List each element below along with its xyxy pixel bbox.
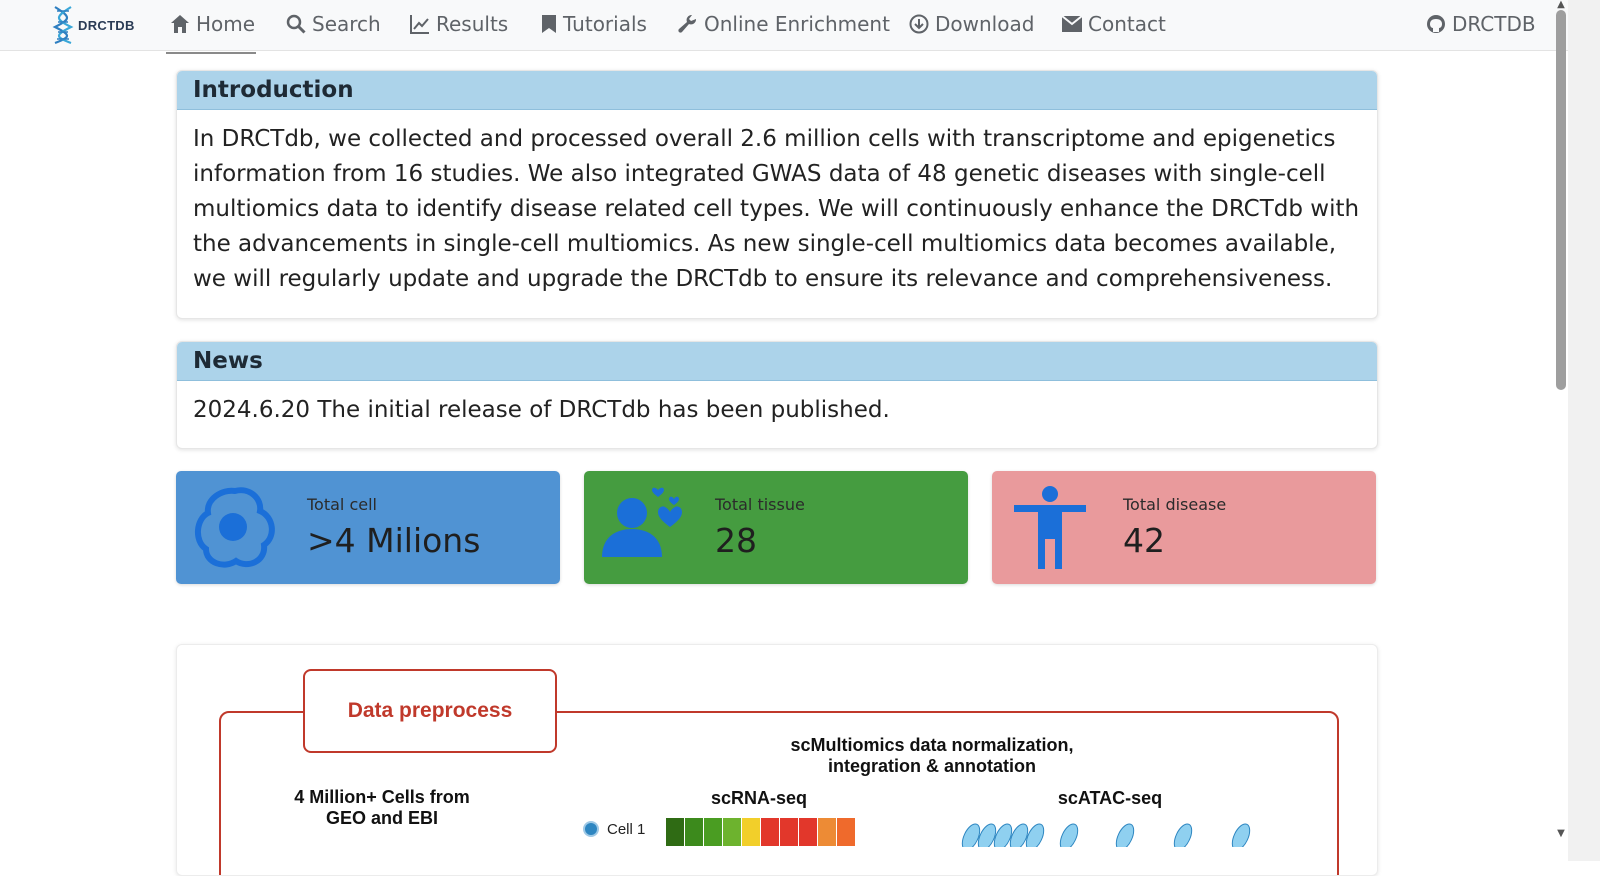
logo[interactable]: DRCTDB xyxy=(52,4,135,46)
heatmap-cell xyxy=(761,818,779,846)
scroll-up-arrow[interactable]: ▲ xyxy=(1557,0,1565,10)
stat-total-tissue: Total tissue 28 xyxy=(584,471,968,584)
people-heart-icon xyxy=(602,487,682,557)
stat-total-disease-value: 42 xyxy=(1123,521,1165,560)
stat-total-cell: Total cell >4 Milions xyxy=(176,471,560,584)
github-icon xyxy=(1427,15,1445,33)
nav-home[interactable]: Home xyxy=(170,0,255,48)
stat-total-cell-value: >4 Milions xyxy=(307,521,481,560)
heatmap-cell xyxy=(818,818,836,846)
heatmap-cell xyxy=(723,818,741,846)
nav-github-label: DRCTDB xyxy=(1452,12,1536,36)
nav-github[interactable]: DRCTDB xyxy=(1426,0,1536,48)
heatmap-cell xyxy=(799,818,817,846)
logo-text: DRCTDB xyxy=(78,17,135,33)
stat-total-disease-label: Total disease xyxy=(1123,495,1227,514)
navbar: DRCTDB Home Search Results Tutorials Onl… xyxy=(0,0,1568,51)
nav-search[interactable]: Search xyxy=(286,0,381,48)
nav-download-label: Download xyxy=(935,12,1035,36)
news-title: News xyxy=(177,342,1377,381)
scrollbar-thumb[interactable] xyxy=(1556,10,1566,390)
atac-peaks-icon xyxy=(961,823,1251,847)
chart-line-icon xyxy=(410,15,429,34)
normalization-text-line1: scMultiomics data normalization, xyxy=(790,735,1074,755)
heatmap-cell xyxy=(742,818,760,846)
source-text: 4 Million+ Cells from GEO and EBI xyxy=(282,787,482,829)
nav-contact-label: Contact xyxy=(1088,12,1166,36)
scrollbar-track[interactable] xyxy=(1568,0,1600,861)
heatmap-cell xyxy=(666,818,684,846)
atac-seq-label: scATAC-seq xyxy=(1057,788,1163,808)
nav-results-label: Results xyxy=(436,12,509,36)
envelope-icon xyxy=(1062,16,1082,32)
nav-results[interactable]: Results xyxy=(410,0,508,48)
dna-logo-icon xyxy=(52,6,74,45)
stat-total-tissue-value: 28 xyxy=(715,521,757,560)
search-icon xyxy=(286,14,306,34)
source-text-line1: 4 Million+ Cells from xyxy=(294,787,470,807)
nav-online-enrichment[interactable]: Online Enrichment xyxy=(678,0,890,48)
nav-search-label: Search xyxy=(312,12,381,36)
diagram-title: Data preprocess xyxy=(303,669,557,753)
heatmap-cell xyxy=(685,818,703,846)
active-nav-indicator xyxy=(166,52,256,54)
stat-total-cell-label: Total cell xyxy=(307,495,377,514)
source-text-line2: GEO and EBI xyxy=(325,808,439,828)
pipeline-diagram: Data preprocess 4 Million+ Cells from GE… xyxy=(176,644,1378,876)
news-text: 2024.6.20 The initial release of DRCTdb … xyxy=(193,397,890,423)
news-card: News 2024.6.20 The initial release of DR… xyxy=(176,341,1378,449)
normalization-text: scMultiomics data normalization, integra… xyxy=(772,735,1092,777)
diagram-frame xyxy=(219,711,1339,875)
introduction-text: In DRCTdb, we collected and processed ov… xyxy=(193,126,1360,292)
introduction-title: Introduction xyxy=(177,71,1377,110)
wrench-icon xyxy=(678,14,697,33)
heatmap-cell xyxy=(837,818,855,846)
cell-marker-icon xyxy=(585,823,597,835)
rna-seq-label: scRNA-seq xyxy=(710,788,808,808)
heatmap-cell xyxy=(704,818,722,846)
person-icon xyxy=(1014,486,1086,569)
stat-total-tissue-label: Total tissue xyxy=(715,495,805,514)
bookmark-icon xyxy=(542,15,556,33)
nav-home-label: Home xyxy=(196,12,256,36)
stat-total-disease: Total disease 42 xyxy=(992,471,1376,584)
nav-tutorials[interactable]: Tutorials xyxy=(541,0,647,48)
cell-label: Cell 1 xyxy=(607,821,646,838)
home-icon xyxy=(171,15,189,33)
download-icon xyxy=(909,14,929,34)
cell-icon xyxy=(195,487,275,568)
introduction-card: Introduction In DRCTdb, we collected and… xyxy=(176,70,1378,319)
nav-download[interactable]: Download xyxy=(909,0,1034,48)
normalization-text-line2: integration & annotation xyxy=(828,756,1036,776)
nav-tutorials-label: Tutorials xyxy=(563,12,647,36)
heatmap-cell xyxy=(780,818,798,846)
nav-contact[interactable]: Contact xyxy=(1062,0,1166,48)
nav-online-enrichment-label: Online Enrichment xyxy=(704,12,890,36)
scroll-down-arrow[interactable]: ▼ xyxy=(1557,828,1565,839)
